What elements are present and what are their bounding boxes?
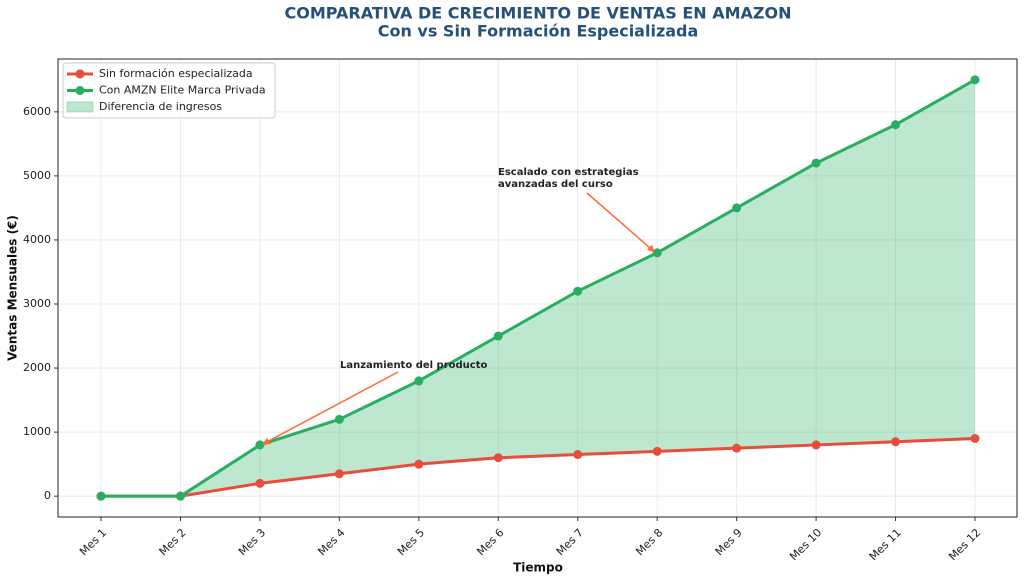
data-point (414, 459, 424, 469)
series-line (101, 78, 976, 498)
data-point (891, 437, 901, 447)
annotation-arrow (264, 371, 399, 444)
data-point (334, 414, 344, 424)
plot-frame (57, 58, 1018, 518)
chart-title: COMPARATIVA DE CRECIMIENTO DE VENTAS EN … (284, 4, 791, 23)
legend-label: Sin formación especializada (99, 67, 253, 80)
y-tick-label: 5000 (23, 169, 51, 182)
data-point (811, 158, 821, 168)
data-point (573, 286, 583, 296)
annotation-text: avanzadas del curso (498, 179, 613, 190)
data-point (891, 120, 901, 130)
data-point (96, 491, 106, 501)
data-point (255, 440, 265, 450)
y-tick-label: 1000 (23, 425, 51, 438)
legend-marker (75, 69, 85, 79)
legend-box (62, 62, 276, 119)
data-point (652, 248, 662, 258)
difference-area (101, 79, 975, 497)
legend-marker (75, 86, 85, 95)
annotation-arrow (586, 192, 653, 251)
y-tick-label: 6000 (23, 105, 51, 118)
y-tick-label: 0 (44, 489, 51, 502)
data-point (255, 478, 265, 488)
x-axis-label: Tiempo (513, 561, 563, 575)
data-point (573, 450, 583, 460)
arrow-head (647, 244, 655, 253)
data-point (493, 331, 503, 341)
legend-swatch (66, 101, 94, 113)
y-axis-label: Ventas Mensuales (€) (6, 215, 20, 361)
data-point (175, 491, 185, 501)
data-point (732, 203, 742, 213)
data-point (493, 453, 503, 463)
data-point (970, 434, 980, 444)
annotation-text: Escalado con estrategias (498, 167, 639, 178)
annotation-text: Lanzamiento del producto (340, 360, 487, 371)
data-point (652, 446, 662, 456)
data-point (732, 443, 742, 453)
arrow-head (262, 437, 271, 445)
y-tick-label: 2000 (23, 361, 51, 374)
data-point (334, 469, 344, 479)
data-point (414, 376, 424, 386)
chart-subtitle: Con vs Sin Formación Especializada (378, 22, 699, 41)
y-tick-label: 3000 (23, 297, 51, 310)
legend-label: Con AMZN Elite Marca Privada (99, 84, 266, 97)
series-line (101, 437, 976, 498)
data-point (970, 75, 980, 85)
legend-label: Diferencia de ingresos (99, 100, 222, 113)
y-tick-label: 4000 (23, 233, 51, 246)
data-point (811, 440, 821, 450)
